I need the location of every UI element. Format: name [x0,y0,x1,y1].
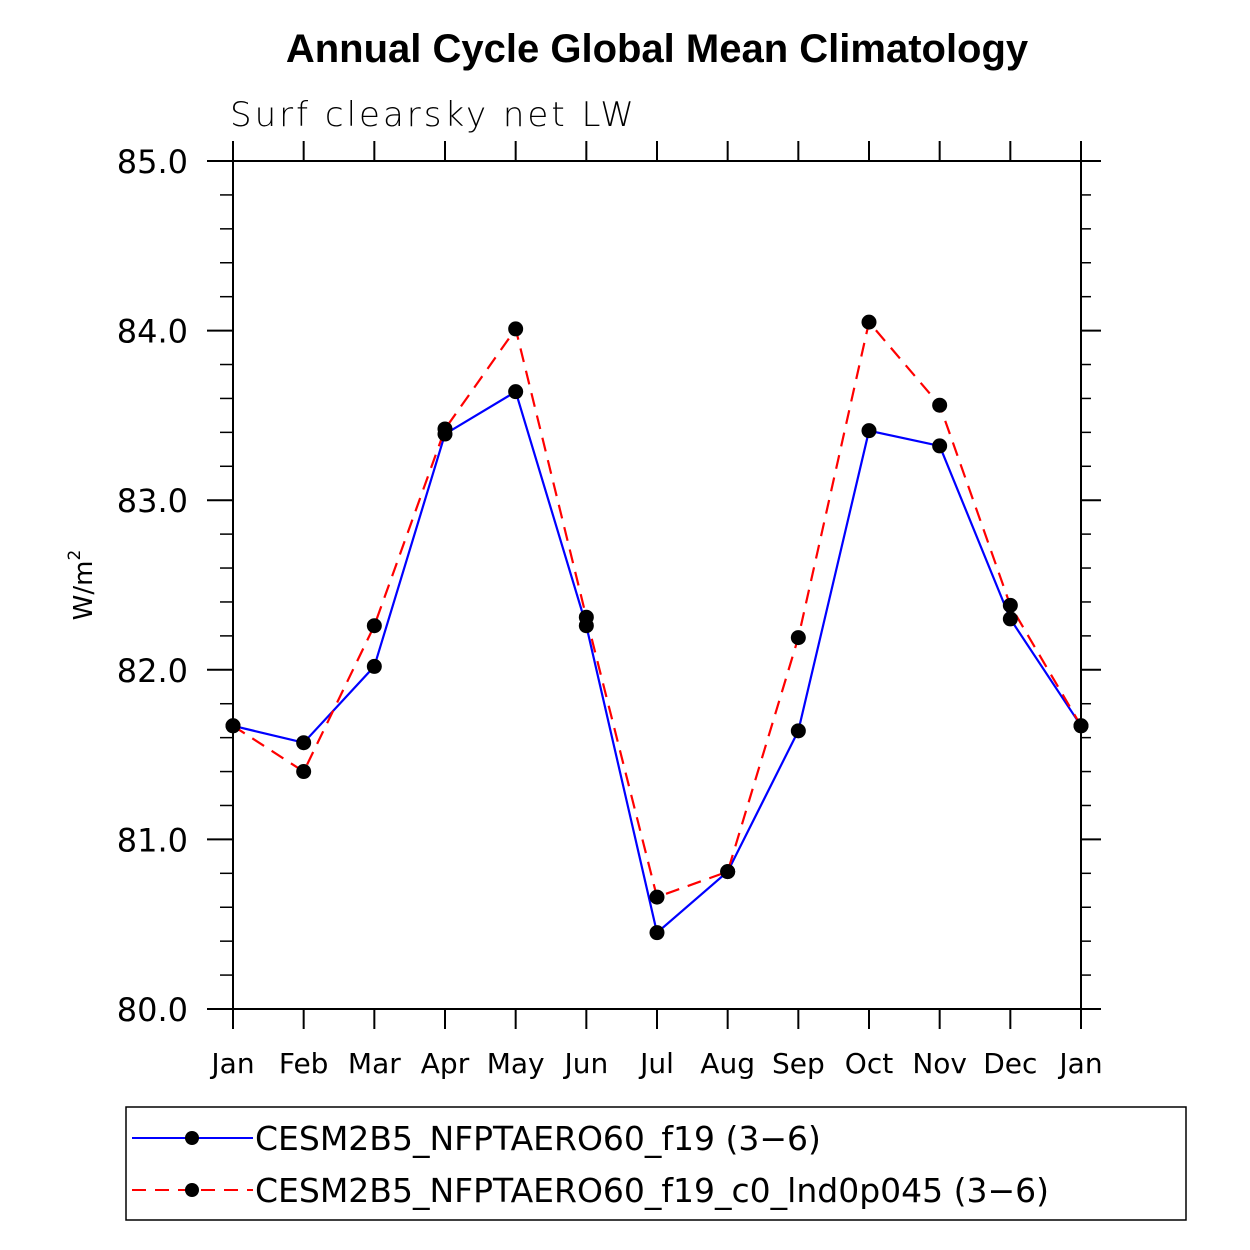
y-axis-label-superscript: 2 [65,550,85,561]
series-2-point [932,397,948,413]
x-tick-label: Dec [983,1047,1037,1080]
y-tick-label: 80.0 [117,991,188,1029]
series-1-point [932,438,948,454]
series-1-point [1002,611,1018,627]
series-2-point [437,421,453,437]
x-tick-label: Sep [772,1047,825,1080]
series-2-point [578,609,594,625]
x-tick-label: Apr [421,1047,470,1080]
legend-marker-series-2 [185,1183,199,1197]
series-2-point [1002,597,1018,613]
y-tick-label: 83.0 [117,482,188,520]
x-tick-label: Jun [562,1047,608,1080]
plot-area [232,160,1082,1010]
series-2-point [790,630,806,646]
legend-marker-series-1 [185,1131,199,1145]
series-2-point [225,718,241,734]
series-line-1 [232,390,1082,935]
y-axis-label: W/m2 [65,550,99,621]
series-layer [225,314,1089,941]
series-1-point [508,384,524,400]
legend: CESM2B5_NFPTAERO60_f19 (3−6) CESM2B5_NFP… [125,1106,1187,1221]
x-tick-label: Aug [700,1047,755,1080]
series-2-point [1073,718,1089,734]
y-axis-label-text: W/m [69,561,99,621]
x-tick-label: Feb [279,1047,329,1080]
y-tick-labels: 80.0 81.0 82.0 83.0 84.0 85.0 [117,143,188,1029]
legend-box [125,1106,1187,1221]
series-2-point [720,864,736,880]
x-tick-label: Oct [845,1047,893,1080]
series-2-point [296,764,312,780]
x-tick-label: Jul [638,1047,674,1080]
axis-ticks [207,141,1101,1029]
y-tick-label: 82.0 [117,652,188,690]
y-tick-label: 84.0 [117,313,188,351]
series-line-2 [232,319,1082,899]
plot-frame [232,160,1082,1010]
series-1-point [790,723,806,739]
series-2-point [649,889,665,905]
x-tick-labels: Jan Feb Mar Apr May Jun Jul Aug Sep Oct Nov Dec Jan [209,1047,1102,1080]
x-tick-label: Nov [912,1047,967,1080]
y-tick-label: 85.0 [117,143,188,181]
x-tick-label: Jan [209,1047,254,1080]
legend-label-series-1: CESM2B5_NFPTAERO60_f19 (3−6) [255,1119,821,1158]
series-1-point [366,658,382,674]
series-2-point [508,321,524,337]
x-tick-label: Mar [348,1047,401,1080]
y-tick-label: 81.0 [117,821,188,859]
x-tick-label: Jan [1057,1047,1102,1080]
legend-label-series-2: CESM2B5_NFPTAERO60_f19_c0_lnd0p045 (3−6) [255,1171,1049,1210]
series-2-point [366,618,382,634]
series-1-point [296,735,312,751]
chart-title: Annual Cycle Global Mean Climatology [286,27,1029,71]
x-tick-label: May [487,1047,545,1080]
series-1-point [861,423,877,439]
series-2-point [861,314,877,330]
series-1-point [649,925,665,941]
chart-subtitle: Surf clearsky net LW [230,95,637,135]
